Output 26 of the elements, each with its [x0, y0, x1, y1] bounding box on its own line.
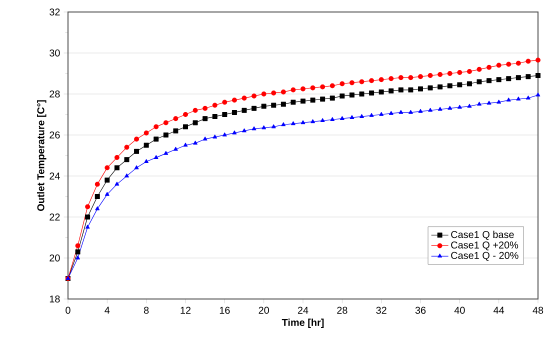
y-tick-label: 32 [50, 8, 60, 16]
legend-label: Case1 Q base [451, 230, 514, 240]
y-tick-label: 28 [50, 90, 60, 98]
x-tick-label: 0 [66, 306, 70, 314]
y-tick-label: 30 [50, 49, 60, 57]
x-tick-label: 12 [180, 306, 191, 314]
x-tick-label: 28 [337, 306, 348, 314]
x-tick-label: 24 [298, 306, 308, 314]
x-tick-label: 20 [258, 306, 269, 314]
x-axis-title: Time [hr] [282, 318, 324, 328]
x-tick-label: 36 [415, 306, 426, 314]
x-tick-label: 44 [494, 306, 504, 314]
legend-label: Case1 Q +20% [451, 241, 518, 250]
x-tick-label: 8 [144, 306, 149, 314]
y-tick-label: 20 [50, 254, 60, 262]
x-tick-label: 40 [454, 306, 465, 314]
x-tick-label: 48 [532, 306, 544, 314]
y-tick-label: 24 [50, 172, 60, 180]
y-tick-label: 18 [50, 295, 60, 303]
legend-label: Case1 Q - 20% [451, 252, 518, 261]
y-tick-label: 26 [50, 131, 60, 139]
y-axis-title: Outlet Temperature [C°] [37, 100, 46, 211]
x-tick-label: 4 [104, 306, 110, 314]
y-tick-label: 22 [50, 214, 60, 220]
x-tick-label: 32 [376, 306, 386, 314]
x-tick-label: 16 [220, 306, 230, 314]
